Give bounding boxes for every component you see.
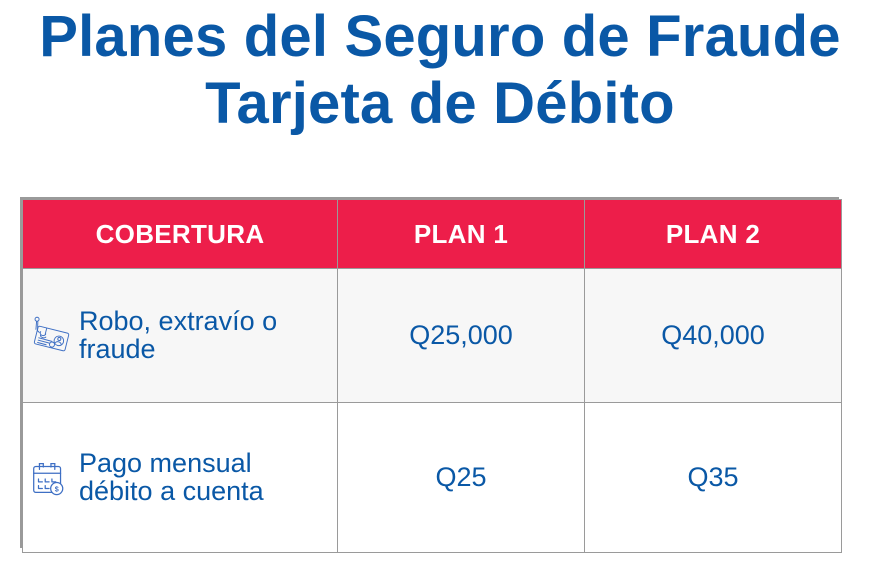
svg-text:$: $ xyxy=(55,485,59,493)
